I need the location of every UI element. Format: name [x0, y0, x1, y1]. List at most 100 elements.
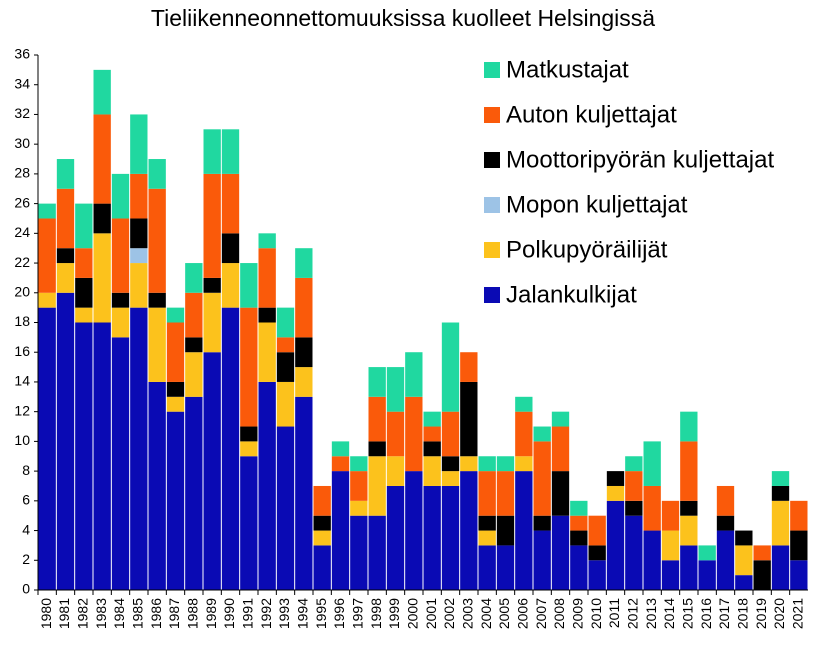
bar-segment [93, 322, 111, 590]
bar-segment [423, 426, 441, 442]
x-tick-label: 2005 [496, 598, 512, 629]
bar-segment [38, 307, 56, 590]
bar-segment [56, 188, 75, 249]
bar-segment [111, 337, 130, 590]
x-tick-label: 2015 [680, 598, 696, 629]
x-tick-label: 1980 [38, 598, 54, 629]
bar-segment [771, 471, 790, 486]
bar-segment [570, 545, 588, 590]
bar-segment [643, 485, 661, 531]
bar-segment [295, 396, 313, 590]
x-tick-label: 2008 [551, 598, 567, 629]
bar-segment [753, 545, 771, 561]
bar-segment [460, 471, 478, 590]
bar-segment [313, 545, 331, 590]
bar-segment [551, 426, 570, 472]
bar-segment [331, 456, 350, 472]
y-tick-label: 0 [22, 581, 30, 597]
legend-label: Auton kuljettajat [506, 101, 677, 128]
bar-segment [166, 322, 185, 382]
legend-label: Polkupyöräilijät [506, 236, 668, 263]
y-tick-label: 36 [14, 46, 30, 62]
bar-segment [130, 114, 148, 174]
bar-segment [606, 485, 625, 501]
bar-segment [38, 218, 56, 293]
y-tick-label: 34 [14, 75, 30, 91]
bar-segment [405, 471, 423, 590]
bar-segment [368, 396, 386, 442]
bar-segment [790, 500, 808, 531]
legend-swatch [484, 242, 500, 258]
bar-segment [75, 248, 93, 278]
x-tick-label: 1982 [75, 598, 91, 629]
bar-segment [643, 441, 661, 486]
bar-segment [478, 530, 496, 546]
bar-segment [185, 292, 203, 338]
bar-segment [386, 367, 405, 412]
bar-segment [698, 560, 716, 590]
bar-segment [240, 263, 258, 308]
x-tick-label: 1997 [350, 598, 366, 629]
bar-segment [276, 337, 295, 353]
bar-segment [496, 545, 515, 590]
x-tick-label: 1999 [386, 598, 402, 629]
bar-segment [130, 307, 148, 590]
bar-segment [478, 515, 496, 531]
bar-segment [93, 114, 111, 204]
bar-segment [258, 307, 276, 323]
bar-segment [276, 381, 295, 427]
x-tick-label: 1983 [93, 598, 109, 629]
bar-segment [166, 396, 185, 412]
bar-segment [258, 322, 276, 382]
bar-segment [441, 471, 460, 486]
legend-label: Moottoripyörän kuljettajat [506, 146, 774, 173]
bar-segment [56, 292, 75, 590]
bar-segment [111, 173, 130, 219]
legend-swatch [484, 152, 500, 168]
bar-segment [130, 218, 148, 249]
bar-segment [221, 263, 240, 308]
bar-segment [240, 426, 258, 442]
bar-segment [331, 441, 350, 457]
bar-segment [295, 337, 313, 368]
legend-swatch [484, 62, 500, 78]
bar-segment [680, 441, 698, 501]
bar-segment [441, 322, 460, 412]
y-tick-label: 6 [22, 492, 30, 508]
y-tick-label: 4 [22, 521, 30, 537]
bar-segment [93, 233, 111, 323]
x-tick-label: 2012 [625, 598, 641, 629]
bar-segment [93, 203, 111, 234]
x-tick-label: 2010 [588, 598, 604, 629]
x-tick-label: 1988 [185, 598, 201, 629]
bar-segment [661, 560, 680, 590]
bar-segment [75, 277, 93, 308]
bar-segment [130, 263, 148, 308]
bar-segment [111, 218, 130, 293]
x-tick-label: 2014 [661, 598, 677, 629]
bar-segment [38, 203, 56, 219]
bar-segment [570, 530, 588, 546]
bar-segment [368, 456, 386, 516]
x-tick-label: 2003 [460, 598, 476, 629]
bar-segment [130, 173, 148, 219]
bar-segment [130, 248, 148, 264]
bar-segment [551, 411, 570, 427]
y-tick-label: 26 [14, 194, 30, 210]
y-tick-label: 2 [22, 551, 30, 567]
bar-segment [515, 411, 533, 457]
bar-segment [478, 456, 496, 472]
x-tick-label: 2004 [478, 598, 494, 629]
x-tick-label: 1981 [56, 598, 72, 629]
bar-segment [75, 322, 93, 590]
bar-segment [185, 263, 203, 293]
bar-segment [276, 307, 295, 338]
bar-segment [716, 485, 735, 516]
bar-segment [496, 515, 515, 546]
bar-segment [496, 456, 515, 472]
bar-segment [643, 530, 661, 590]
bar-segment [515, 471, 533, 590]
bar-segment [295, 367, 313, 397]
x-tick-label: 2017 [716, 598, 732, 629]
y-tick-label: 20 [14, 283, 30, 299]
